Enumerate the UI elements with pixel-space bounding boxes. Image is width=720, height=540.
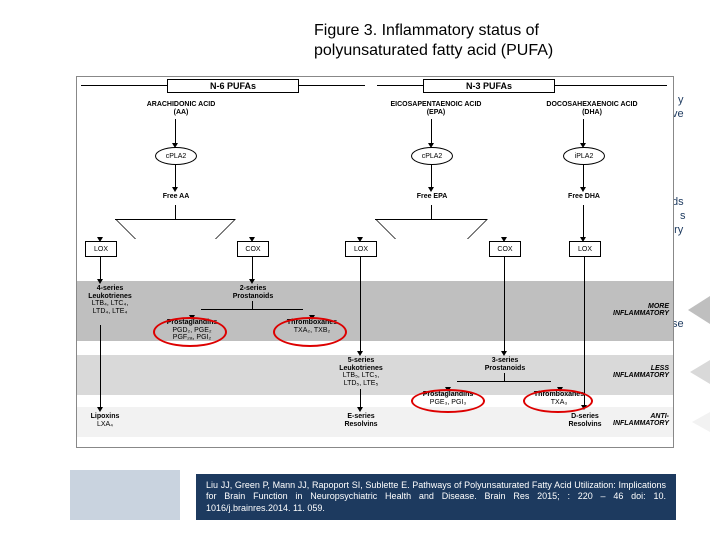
bg-fragment: s	[680, 210, 686, 222]
highlight-circle	[273, 317, 347, 347]
arrow	[583, 165, 584, 189]
arrow	[504, 373, 505, 381]
enzyme-lox: LOX	[85, 241, 117, 257]
arrowhead-icon	[357, 407, 363, 412]
triangle-icon	[690, 360, 710, 384]
arrow	[100, 325, 101, 409]
enzyme-lox: LOX	[345, 241, 377, 257]
lipoxins: LipoxinsLXA₄	[81, 413, 129, 428]
arrow	[175, 165, 176, 189]
leukotrienes-4series: 4-seriesLeukotrienesLTB₄, LTC₄,LTD₄, LTE…	[81, 285, 139, 316]
free-dha: Free DHA	[557, 193, 611, 201]
arrow	[584, 257, 585, 407]
arrow	[252, 257, 253, 281]
arrowhead-icon	[249, 279, 255, 284]
arrow	[457, 381, 551, 382]
arrowhead-icon	[97, 407, 103, 412]
arrow	[431, 165, 432, 189]
free-aa: Free AA	[151, 193, 201, 201]
header-n3-pufas: N-3 PUFAs	[423, 79, 555, 93]
header-n6-pufas: N-6 PUFAs	[167, 79, 299, 93]
arrowhead-icon	[172, 187, 178, 192]
highlight-circle	[411, 389, 485, 413]
arrow	[431, 205, 432, 219]
arrow	[431, 119, 432, 145]
label-less-inflammatory: LESSINFLAMMATORY	[613, 365, 669, 379]
figure-title-line1: Figure 3. Inflammatory status of	[314, 22, 539, 40]
highlight-circle	[523, 389, 593, 413]
arrow	[252, 301, 253, 309]
pathway-diagram: MOREINFLAMMATORY LESSINFLAMMATORY ANTI-I…	[76, 76, 674, 448]
prostanoids-3series: 3-seriesProstanoids	[477, 357, 533, 372]
label-anti-inflammatory: ANTI-INFLAMMATORY	[613, 413, 669, 427]
enzyme-cox: COX	[489, 241, 521, 257]
citation-text: Liu JJ, Green P, Mann JJ, Rapoport SI, S…	[196, 474, 676, 520]
arrowhead-icon	[428, 187, 434, 192]
arrow	[115, 219, 136, 239]
leukotrienes-5series: 5-seriesLeukotrienesLTB₅, LTC₅,LTD₅, LTE…	[333, 357, 389, 388]
arrow	[360, 389, 361, 409]
arrow	[467, 219, 488, 239]
arrow	[215, 219, 236, 239]
highlight-circle	[153, 317, 227, 347]
acid-epa: EICOSAPENTAENOIC ACID(EPA)	[371, 101, 501, 116]
arrowhead-icon	[580, 187, 586, 192]
acid-dha: DOCOSAHEXAENOIC ACID(DHA)	[525, 101, 659, 116]
enzyme-ipla2: iPLA2	[563, 147, 605, 165]
enzyme-lox: LOX	[569, 241, 601, 257]
triangle-icon	[688, 296, 710, 324]
arrowhead-icon	[357, 351, 363, 356]
free-epa: Free EPA	[405, 193, 459, 201]
arrowhead-icon	[97, 279, 103, 284]
triangle-icon	[692, 412, 710, 432]
arrow	[583, 119, 584, 145]
arrow	[175, 205, 176, 219]
arrow	[100, 257, 101, 281]
citation-side-block	[70, 470, 180, 520]
label-more-inflammatory: MOREINFLAMMATORY	[613, 303, 669, 317]
acid-aa: ARACHIDONIC ACID(AA)	[121, 101, 241, 116]
enzyme-cox: COX	[237, 241, 269, 257]
arrow	[201, 309, 303, 310]
arrow	[504, 257, 505, 353]
arrowhead-icon	[501, 351, 507, 356]
arrow	[360, 257, 361, 353]
arrow	[583, 205, 584, 239]
bg-fragment: y	[678, 94, 684, 106]
arrow	[115, 219, 235, 220]
enzyme-cpla2: cPLA2	[155, 147, 197, 165]
e-resolvins: E-seriesResolvins	[335, 413, 387, 428]
arrow	[175, 119, 176, 145]
arrow	[375, 219, 396, 239]
enzyme-cpla2: cPLA2	[411, 147, 453, 165]
arrow	[375, 219, 487, 220]
figure-title-line2: polyunsaturated fatty acid (PUFA)	[314, 42, 553, 60]
prostanoids-2series: 2-seriesProstanoids	[225, 285, 281, 300]
d-resolvins: D-seriesResolvins	[559, 413, 611, 428]
